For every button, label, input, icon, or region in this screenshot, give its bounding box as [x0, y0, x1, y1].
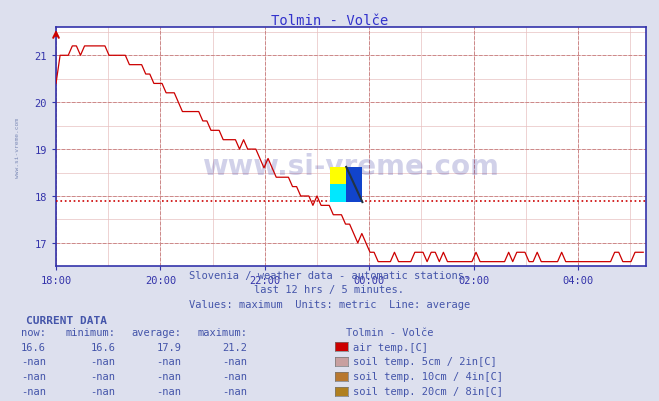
Text: last 12 hrs / 5 minutes.: last 12 hrs / 5 minutes. [254, 285, 405, 295]
Text: Tolmin - Volče: Tolmin - Volče [271, 14, 388, 28]
Text: www.si-vreme.com: www.si-vreme.com [202, 152, 500, 180]
Text: now:: now: [21, 327, 46, 337]
Text: maximum:: maximum: [197, 327, 247, 337]
Text: -nan: -nan [90, 386, 115, 396]
Bar [330, 168, 346, 185]
Text: -nan: -nan [156, 386, 181, 396]
Text: soil temp. 10cm / 4in[C]: soil temp. 10cm / 4in[C] [353, 371, 503, 381]
Text: soil temp. 5cm / 2in[C]: soil temp. 5cm / 2in[C] [353, 356, 497, 367]
Text: soil temp. 20cm / 8in[C]: soil temp. 20cm / 8in[C] [353, 386, 503, 396]
Text: Slovenia / weather data - automatic stations.: Slovenia / weather data - automatic stat… [189, 271, 470, 281]
Text: -nan: -nan [90, 356, 115, 367]
Text: average:: average: [131, 327, 181, 337]
Text: -nan: -nan [21, 386, 46, 396]
Text: -nan: -nan [21, 371, 46, 381]
Text: -nan: -nan [156, 356, 181, 367]
Text: minimum:: minimum: [65, 327, 115, 337]
Text: CURRENT DATA: CURRENT DATA [26, 315, 107, 325]
Bar [346, 168, 362, 203]
Text: 21.2: 21.2 [222, 342, 247, 352]
Text: -nan: -nan [21, 356, 46, 367]
Text: www.si-vreme.com: www.si-vreme.com [15, 117, 20, 177]
Text: -nan: -nan [222, 371, 247, 381]
Text: 16.6: 16.6 [90, 342, 115, 352]
Text: 17.9: 17.9 [156, 342, 181, 352]
Text: -nan: -nan [222, 386, 247, 396]
Text: -nan: -nan [90, 371, 115, 381]
Text: -nan: -nan [156, 371, 181, 381]
Text: air temp.[C]: air temp.[C] [353, 342, 428, 352]
Text: -nan: -nan [222, 356, 247, 367]
Text: Tolmin - Volče: Tolmin - Volče [346, 327, 434, 337]
Bar [330, 185, 346, 203]
Text: Values: maximum  Units: metric  Line: average: Values: maximum Units: metric Line: aver… [189, 299, 470, 309]
Text: 16.6: 16.6 [21, 342, 46, 352]
